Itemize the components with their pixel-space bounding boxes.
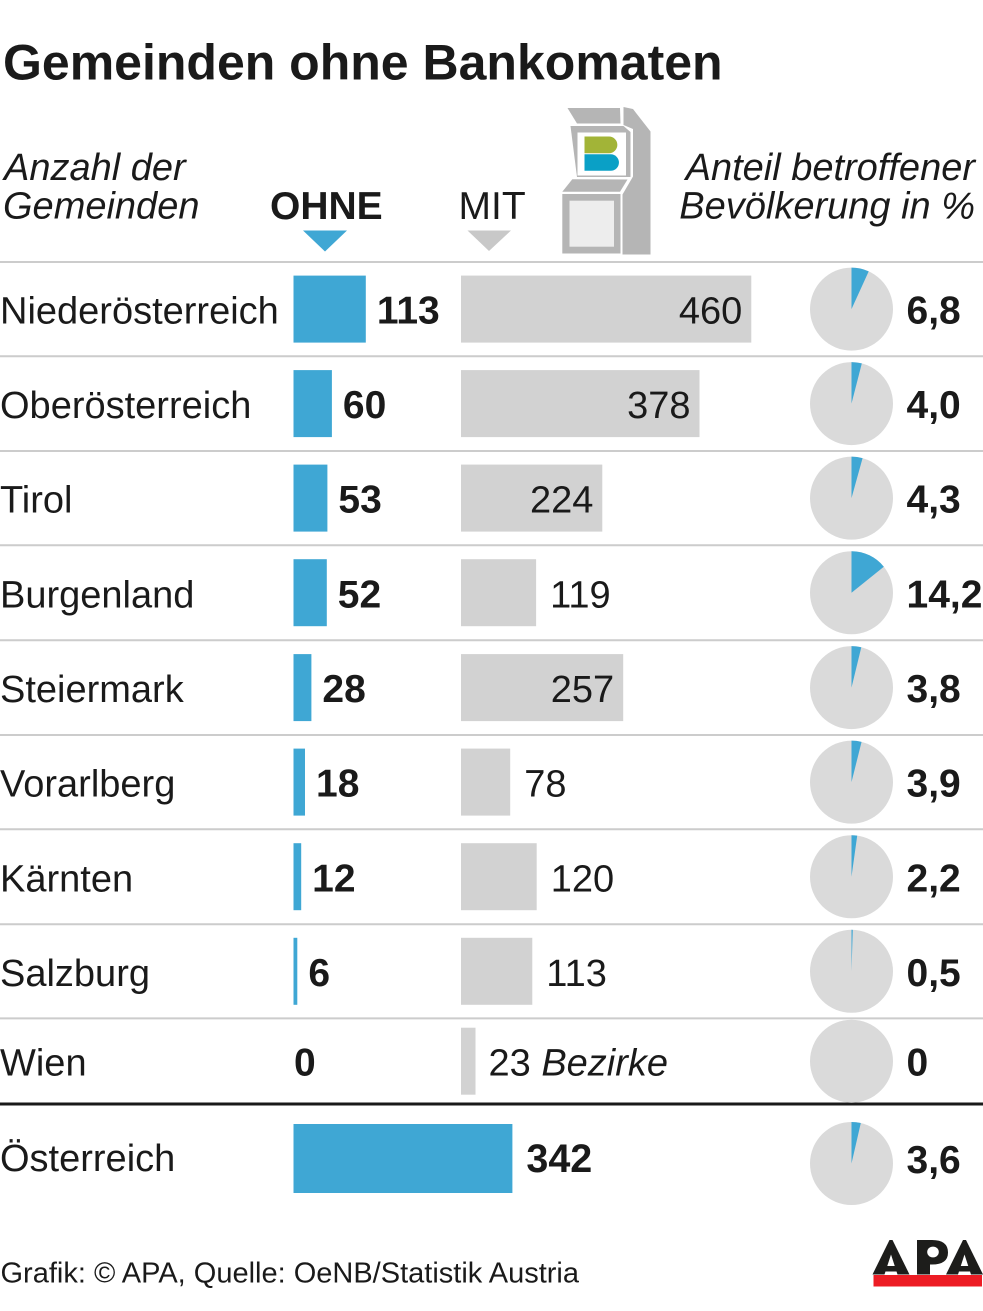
svg-text:23 Bezirke: 23 Bezirke bbox=[489, 1043, 669, 1085]
svg-text:257: 257 bbox=[551, 669, 614, 711]
svg-text:18: 18 bbox=[316, 763, 359, 806]
svg-text:460: 460 bbox=[679, 291, 742, 333]
svg-text:Anteil betroffener: Anteil betroffener bbox=[684, 147, 977, 189]
svg-text:Anzahl der: Anzahl der bbox=[2, 147, 187, 189]
svg-text:0,5: 0,5 bbox=[907, 952, 961, 995]
svg-text:Gemeinden: Gemeinden bbox=[3, 186, 199, 228]
svg-text:Bevölkerung in %: Bevölkerung in % bbox=[679, 186, 975, 228]
svg-text:Vorarlberg: Vorarlberg bbox=[0, 764, 175, 806]
svg-text:Tirol: Tirol bbox=[0, 480, 72, 522]
svg-text:0: 0 bbox=[907, 1042, 929, 1085]
svg-text:224: 224 bbox=[530, 480, 593, 522]
svg-text:378: 378 bbox=[627, 385, 690, 427]
svg-text:60: 60 bbox=[343, 384, 386, 427]
svg-text:3,8: 3,8 bbox=[907, 668, 961, 711]
svg-text:342: 342 bbox=[526, 1137, 592, 1181]
svg-text:Grafik: © APA, Quelle: OeNB/St: Grafik: © APA, Quelle: OeNB/Statistik Au… bbox=[1, 1258, 580, 1290]
svg-text:0: 0 bbox=[294, 1042, 316, 1085]
svg-text:3,9: 3,9 bbox=[907, 763, 961, 806]
svg-text:14,2: 14,2 bbox=[907, 573, 983, 616]
svg-text:53: 53 bbox=[338, 479, 381, 522]
svg-text:3,6: 3,6 bbox=[907, 1139, 961, 1182]
svg-text:4,0: 4,0 bbox=[907, 384, 961, 427]
svg-text:Steiermark: Steiermark bbox=[0, 669, 185, 711]
svg-text:Gemeinden ohne Bankomaten: Gemeinden ohne Bankomaten bbox=[3, 35, 723, 91]
svg-text:113: 113 bbox=[377, 290, 440, 333]
svg-text:Burgenland: Burgenland bbox=[0, 574, 194, 616]
svg-text:28: 28 bbox=[322, 668, 365, 711]
svg-text:OHNE: OHNE bbox=[270, 185, 383, 228]
svg-text:4,3: 4,3 bbox=[907, 479, 961, 522]
svg-text:2,2: 2,2 bbox=[907, 857, 961, 900]
svg-text:120: 120 bbox=[551, 858, 614, 900]
svg-text:Salzburg: Salzburg bbox=[0, 953, 150, 995]
svg-text:MIT: MIT bbox=[459, 185, 526, 228]
svg-text:12: 12 bbox=[312, 857, 355, 900]
svg-text:6,8: 6,8 bbox=[907, 290, 961, 333]
svg-text:Wien: Wien bbox=[0, 1043, 87, 1085]
svg-text:113: 113 bbox=[546, 953, 607, 995]
svg-text:6: 6 bbox=[308, 952, 330, 995]
svg-text:Niederösterreich: Niederösterreich bbox=[0, 291, 279, 333]
svg-text:Oberösterreich: Oberösterreich bbox=[0, 385, 251, 427]
svg-text:Österreich: Österreich bbox=[0, 1138, 175, 1180]
svg-text:52: 52 bbox=[338, 573, 381, 616]
svg-text:78: 78 bbox=[524, 764, 566, 806]
svg-text:Kärnten: Kärnten bbox=[0, 858, 133, 900]
svg-text:119: 119 bbox=[550, 574, 611, 616]
